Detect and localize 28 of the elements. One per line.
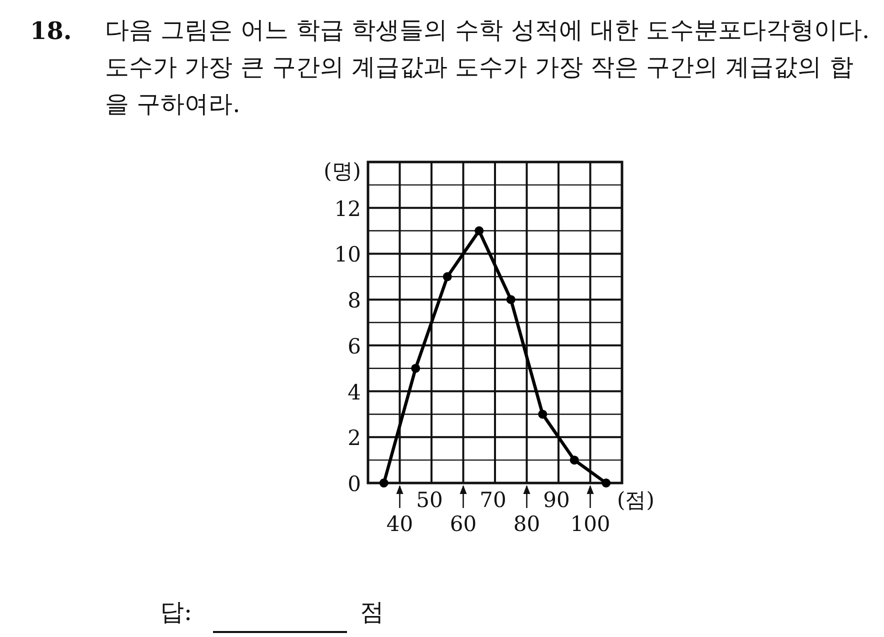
x-tick-label: 80	[513, 512, 540, 536]
y-tick-label: 10	[334, 242, 361, 267]
point	[538, 410, 548, 419]
text: 점	[360, 598, 384, 626]
chart-title: 다음 그림은 어느 학급 학생들의 수학 성적에 대한 도수분포다각형이다. 도수가 가장 큰 구간의 계급값과 도수가 가장 작은 구간의 계급값의 합을 구하여라.	[105, 15, 871, 120]
y-tick-label: 8	[348, 288, 361, 313]
x-tick-label: 100	[570, 512, 610, 536]
y-tick-label: 2	[348, 426, 361, 450]
point	[442, 272, 452, 282]
y-tick-label: 4	[348, 380, 361, 404]
y-tick-label: 0	[348, 472, 361, 496]
x-axis-title: (점)	[617, 488, 654, 512]
x-tick-label: 60	[450, 512, 477, 536]
point	[602, 478, 611, 488]
text: 답:	[160, 598, 192, 626]
point	[570, 456, 579, 465]
text: 70	[480, 488, 506, 512]
y-tick-label: 12	[334, 196, 361, 221]
text: 18.	[30, 15, 72, 47]
point	[411, 364, 420, 373]
point	[506, 295, 516, 304]
point	[474, 226, 484, 236]
y-tick-label: 6	[348, 334, 361, 358]
x-tick-label: 40	[386, 512, 414, 536]
y-axis-title: (명)	[324, 159, 361, 183]
text: 90	[543, 488, 570, 512]
text: 50	[416, 488, 443, 512]
point	[379, 478, 388, 488]
